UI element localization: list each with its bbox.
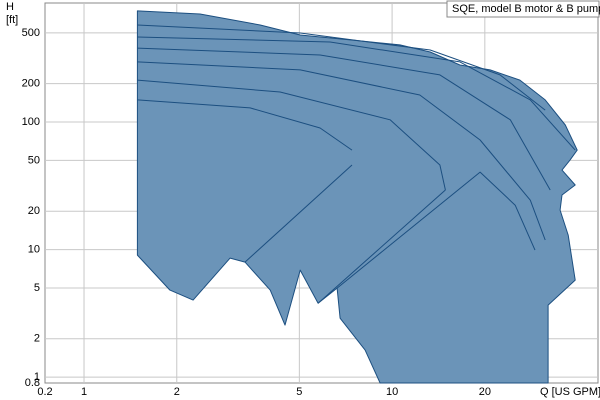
y-tick-label: 50 [28, 154, 40, 166]
y-tick-label: 1 [34, 371, 40, 383]
curve [137, 47, 551, 191]
curve [244, 164, 353, 263]
x-tick-label: 5 [296, 386, 302, 398]
y-tick-label: 2 [34, 333, 40, 345]
x-tick-label: 10 [386, 386, 398, 398]
curve [137, 24, 546, 111]
y-tick-label: 20 [28, 205, 40, 217]
area [136, 10, 578, 384]
y-tick-label: 200 [22, 78, 40, 90]
title-box [446, 0, 600, 18]
y-tick-label: 100 [22, 116, 40, 128]
x-tick-label: 2 [174, 386, 180, 398]
y-tick-label: 500 [22, 27, 40, 39]
x-tick-label: 1 [81, 386, 87, 398]
curve [317, 189, 446, 304]
y-axis-unit: [ft] [6, 14, 18, 26]
y-tick-label: 10 [28, 243, 40, 255]
curve [137, 99, 353, 151]
y-tick-label: 5 [34, 282, 40, 294]
y-axis-label: H [6, 1, 14, 13]
x-tick-label: 20 [479, 386, 491, 398]
curve [137, 61, 546, 241]
y-start-label: 0.8 [25, 377, 40, 389]
curve [137, 36, 576, 151]
x-axis-label: Q [US GPM] [540, 386, 600, 398]
chart-title: SQE, model B motor & B pump [452, 3, 600, 15]
curve [137, 79, 446, 191]
curve [336, 171, 536, 289]
x-start-label: 0.2 [37, 386, 52, 398]
